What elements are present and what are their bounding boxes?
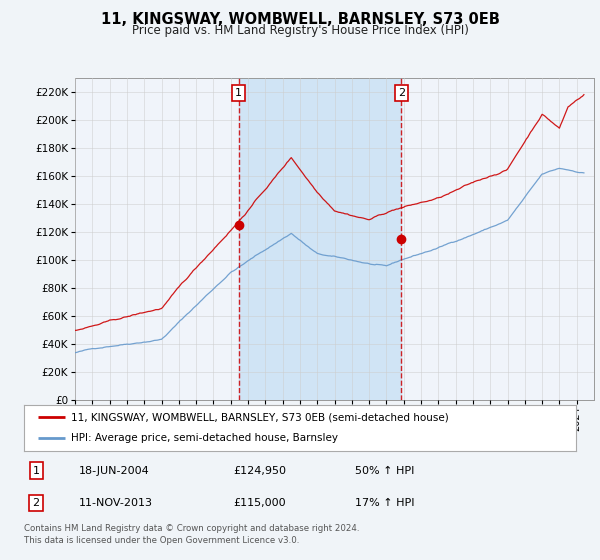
Text: 11-NOV-2013: 11-NOV-2013 <box>79 498 153 508</box>
Text: HPI: Average price, semi-detached house, Barnsley: HPI: Average price, semi-detached house,… <box>71 433 338 444</box>
Text: 1: 1 <box>235 88 242 98</box>
Text: 18-JUN-2004: 18-JUN-2004 <box>79 465 150 475</box>
Text: Price paid vs. HM Land Registry's House Price Index (HPI): Price paid vs. HM Land Registry's House … <box>131 24 469 37</box>
Text: 2: 2 <box>398 88 405 98</box>
Text: £115,000: £115,000 <box>234 498 286 508</box>
Text: 1: 1 <box>32 465 40 475</box>
Text: 17% ↑ HPI: 17% ↑ HPI <box>355 498 415 508</box>
Bar <box>239 78 401 400</box>
Text: Contains HM Land Registry data © Crown copyright and database right 2024.
This d: Contains HM Land Registry data © Crown c… <box>24 524 359 545</box>
Text: 2: 2 <box>32 498 40 508</box>
Text: 50% ↑ HPI: 50% ↑ HPI <box>355 465 415 475</box>
Text: 11, KINGSWAY, WOMBWELL, BARNSLEY, S73 0EB (semi-detached house): 11, KINGSWAY, WOMBWELL, BARNSLEY, S73 0E… <box>71 412 449 422</box>
Text: 11, KINGSWAY, WOMBWELL, BARNSLEY, S73 0EB: 11, KINGSWAY, WOMBWELL, BARNSLEY, S73 0E… <box>101 12 499 27</box>
Text: £124,950: £124,950 <box>234 465 287 475</box>
